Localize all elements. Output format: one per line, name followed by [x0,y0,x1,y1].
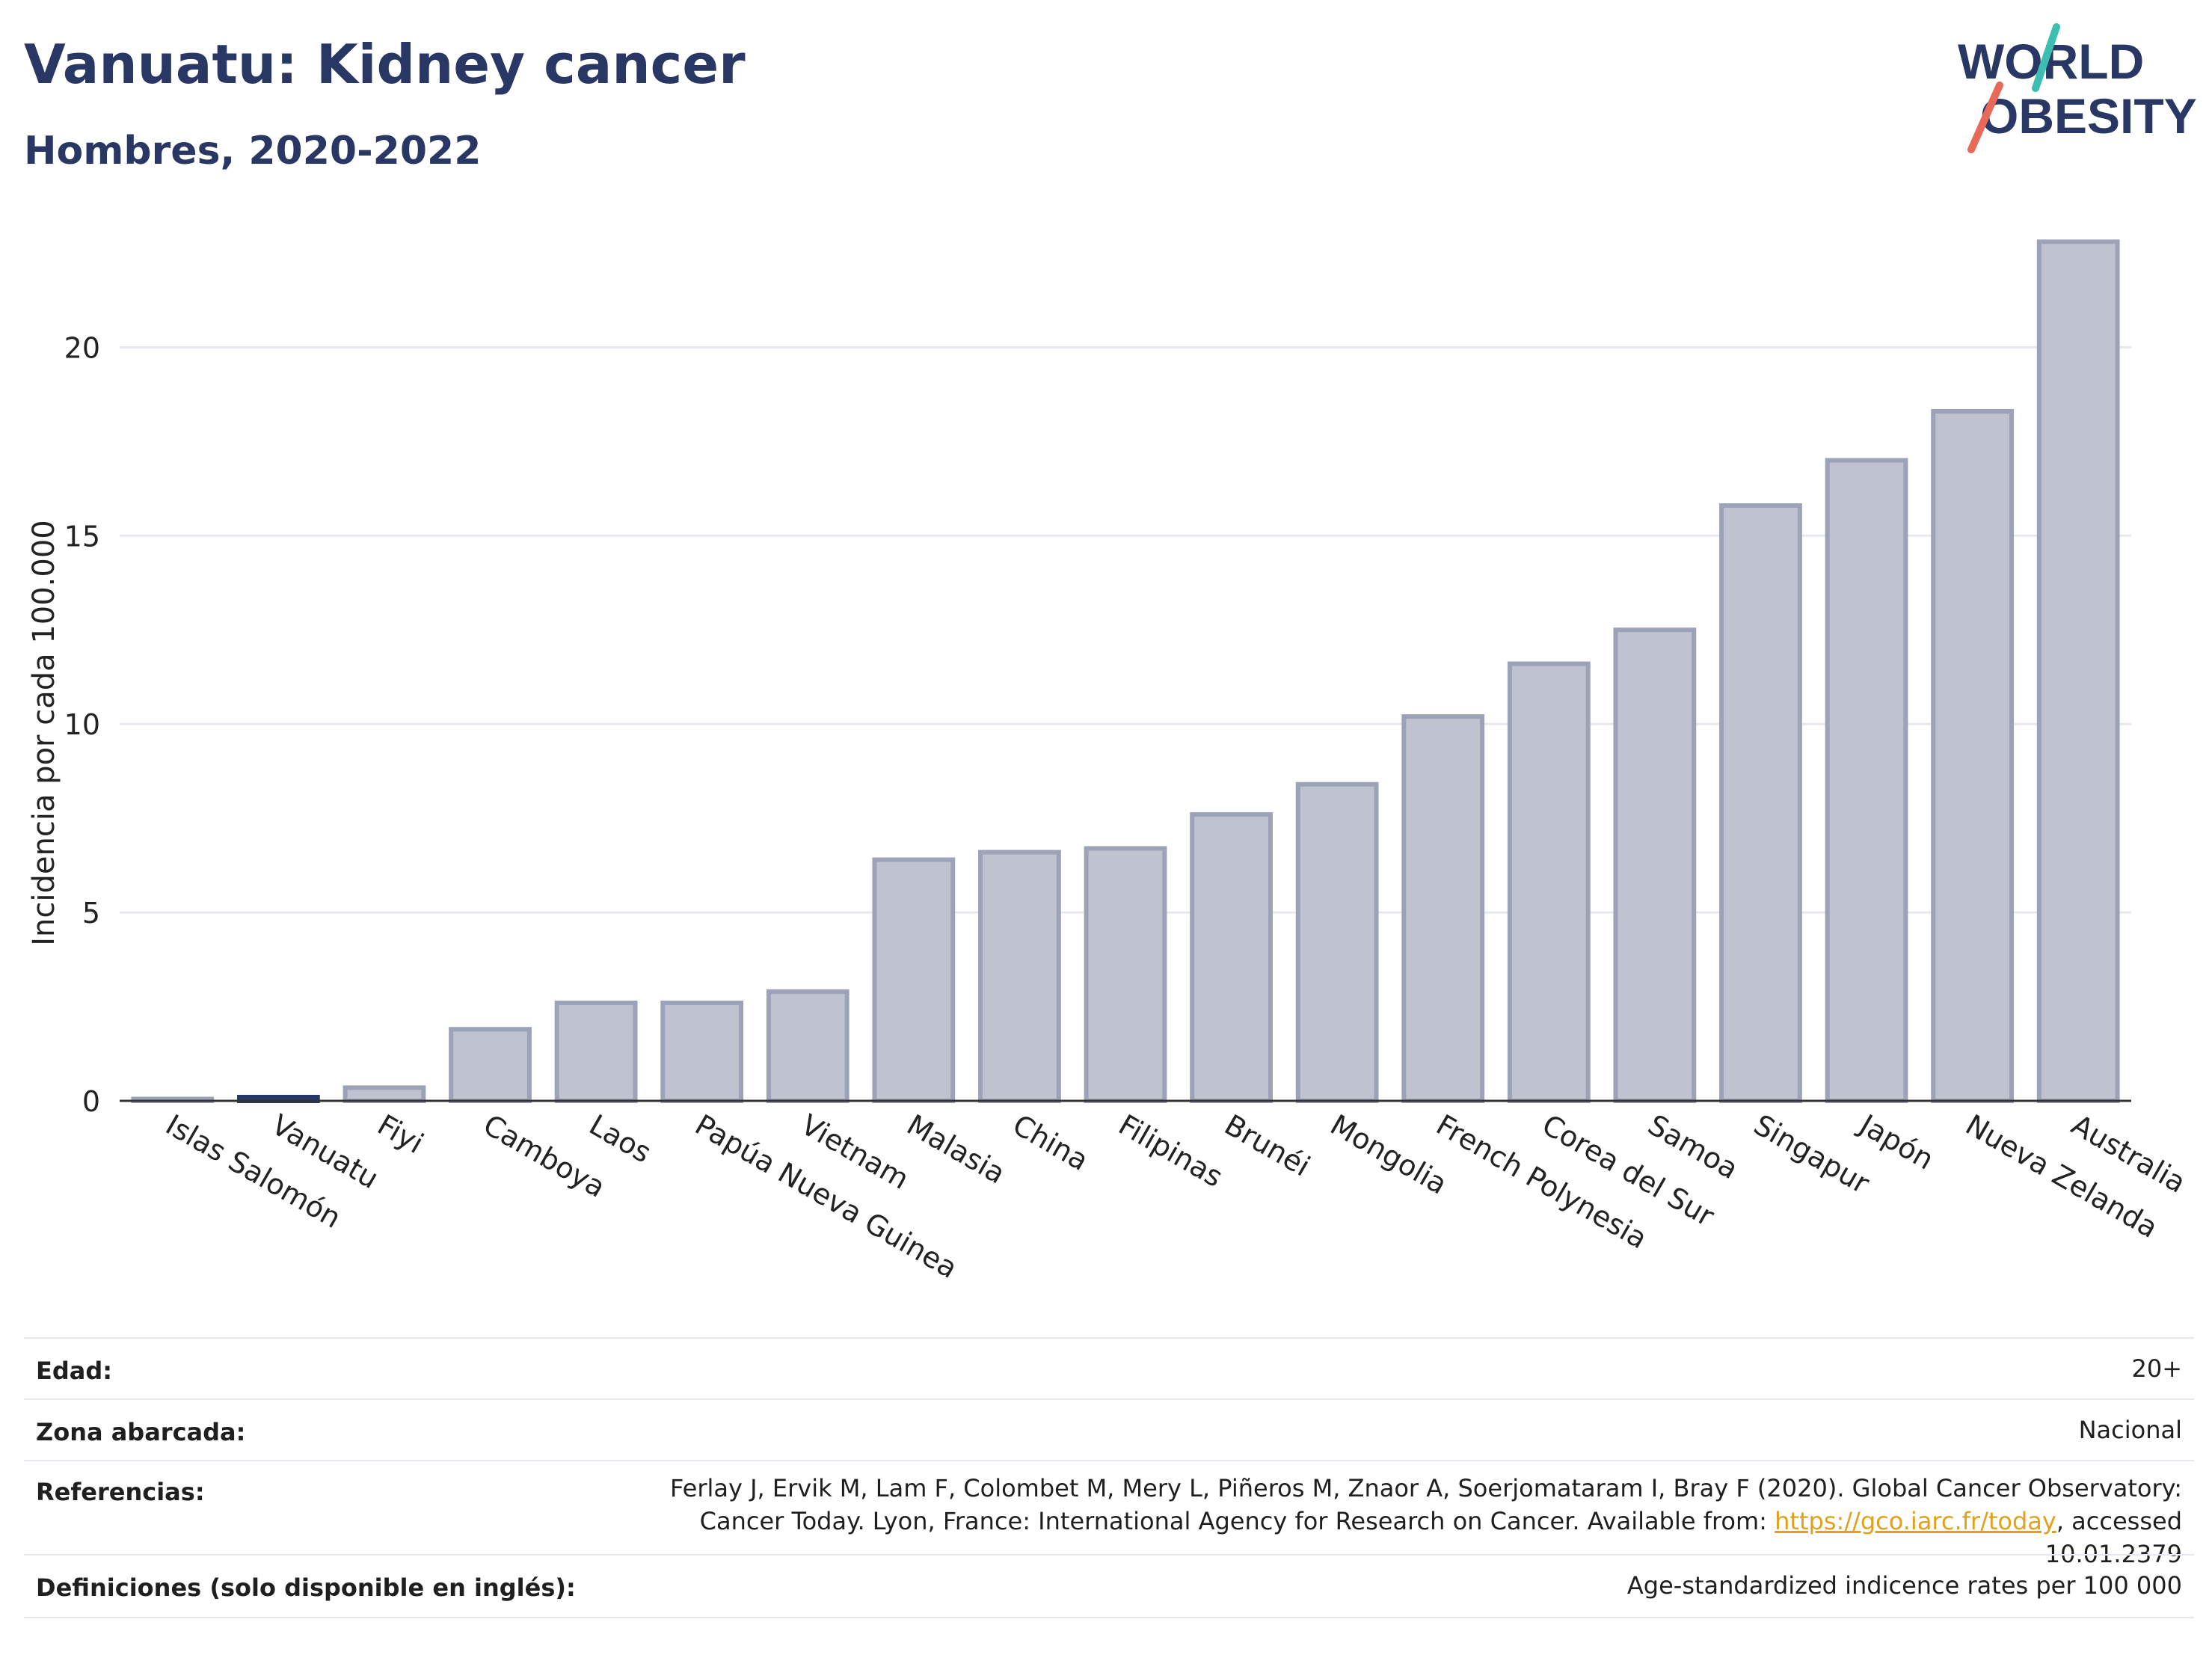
logo-line2: OBESITY [1980,88,2197,144]
bar [1190,812,1273,1103]
y-tick-label: 15 [64,520,100,553]
meta-row-zone: Zona abarcada: Nacional [24,1398,2194,1461]
y-axis-label: Incidencia por cada 100.000 [27,520,61,946]
meta-row-definitions: Definiciones (solo disponible en inglés)… [24,1554,2194,1618]
x-tick-label: Mongolia [1325,1108,1453,1201]
bar [1295,782,1379,1103]
chart-subtitle: Hombres, 2020-2022 [24,129,482,174]
bar [660,1001,744,1104]
x-tick-label: China [1007,1108,1094,1177]
bar [1825,458,1908,1103]
meta-label-age: Edad: [36,1357,113,1385]
x-tick-label: Laos [584,1108,657,1170]
y-tick-label: 20 [64,331,100,364]
reference-text: Ferlay J, Ervik M, Lam F, Colombet M, Me… [670,1474,2182,1535]
y-tick-labels: 0 5 10 15 20 [64,331,100,1118]
logo-coral-stroke [1967,82,2003,153]
world-obesity-logo: WORLD OBESITY [1958,23,2197,153]
metadata-table: Edad: 20+ Zona abarcada: Nacional Refere… [24,1337,2194,1621]
x-tick-label: Camboya [478,1108,611,1204]
bar [342,1085,426,1104]
meta-value-zone: Nacional [2078,1416,2182,1444]
bar [1401,714,1485,1103]
meta-label-definitions: Definiciones (solo disponible en inglés)… [36,1573,576,1602]
meta-row-references: Referencias: Ferlay J, Ervik M, Lam F, C… [24,1460,2194,1568]
bar [1507,661,1591,1103]
meta-label-references: Referencias: [36,1478,205,1506]
reference-link[interactable]: https://gco.iarc.fr/today [1775,1507,2056,1535]
bar [1719,503,1802,1103]
x-tick-label: Fiyi [372,1108,428,1160]
bars-group [131,239,2120,1104]
bar [1613,627,1697,1103]
meta-label-zone: Zona abarcada: [36,1418,246,1446]
meta-row-age: Edad: 20+ [24,1337,2194,1400]
x-tick-label: Malasia [901,1108,1010,1191]
x-tick-label: Nueva Zelanda [1960,1108,2163,1244]
bar [554,1001,638,1104]
y-tick-label: 10 [64,708,100,741]
meta-value-references: Ferlay J, Ervik M, Lam F, Colombet M, Me… [612,1472,2182,1570]
chart-title: Vanuatu: Kidney cancer [24,33,746,96]
x-tick-label: Islas Salomón [160,1108,346,1235]
y-tick-label: 0 [82,1085,100,1118]
x-tick-label: Singapur [1748,1108,1875,1200]
bar [449,1027,532,1103]
x-tick-label: Filipinas [1113,1108,1229,1194]
bar [872,857,956,1103]
bar [2036,239,2120,1104]
bar [1084,846,1167,1104]
meta-value-age: 20+ [2131,1354,2182,1383]
y-tick-label: 5 [82,897,100,930]
meta-value-definitions: Age-standardized indicence rates per 100… [1626,1571,2182,1600]
bar [978,850,1061,1103]
x-tick-label: Brunéi [1219,1108,1315,1183]
bar [1931,408,2015,1103]
logo-teal-stroke [2032,23,2060,92]
bar [766,989,850,1104]
